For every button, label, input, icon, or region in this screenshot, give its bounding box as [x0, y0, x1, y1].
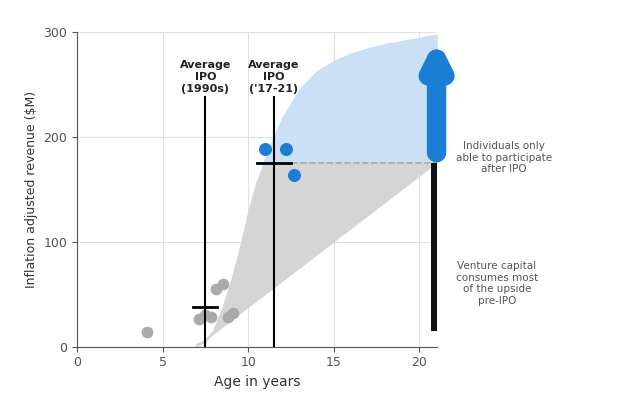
Point — [290, 172, 300, 178]
Text: Average
IPO
(1990s): Average IPO (1990s) — [180, 60, 231, 93]
Point — [200, 312, 211, 318]
Point — [223, 314, 233, 320]
Polygon shape — [197, 163, 437, 347]
Point — [218, 281, 228, 287]
Point — [260, 146, 270, 152]
Text: Average
IPO
('17-21): Average IPO ('17-21) — [248, 60, 300, 93]
Point — [205, 314, 216, 320]
Text: Venture capital
consumes most
of the upside
pre-IPO: Venture capital consumes most of the ups… — [456, 261, 538, 306]
Polygon shape — [197, 163, 437, 347]
Point — [193, 316, 204, 323]
Bar — [431, 163, 442, 331]
Y-axis label: Inflation adjusted revenue ($M): Inflation adjusted revenue ($M) — [25, 91, 38, 288]
Point — [228, 310, 238, 316]
Text: Individuals only
able to participate
after IPO: Individuals only able to participate aft… — [456, 141, 552, 174]
Point — [281, 146, 291, 152]
Point — [142, 329, 152, 335]
X-axis label: Age in years: Age in years — [214, 375, 300, 389]
Point — [211, 286, 221, 292]
